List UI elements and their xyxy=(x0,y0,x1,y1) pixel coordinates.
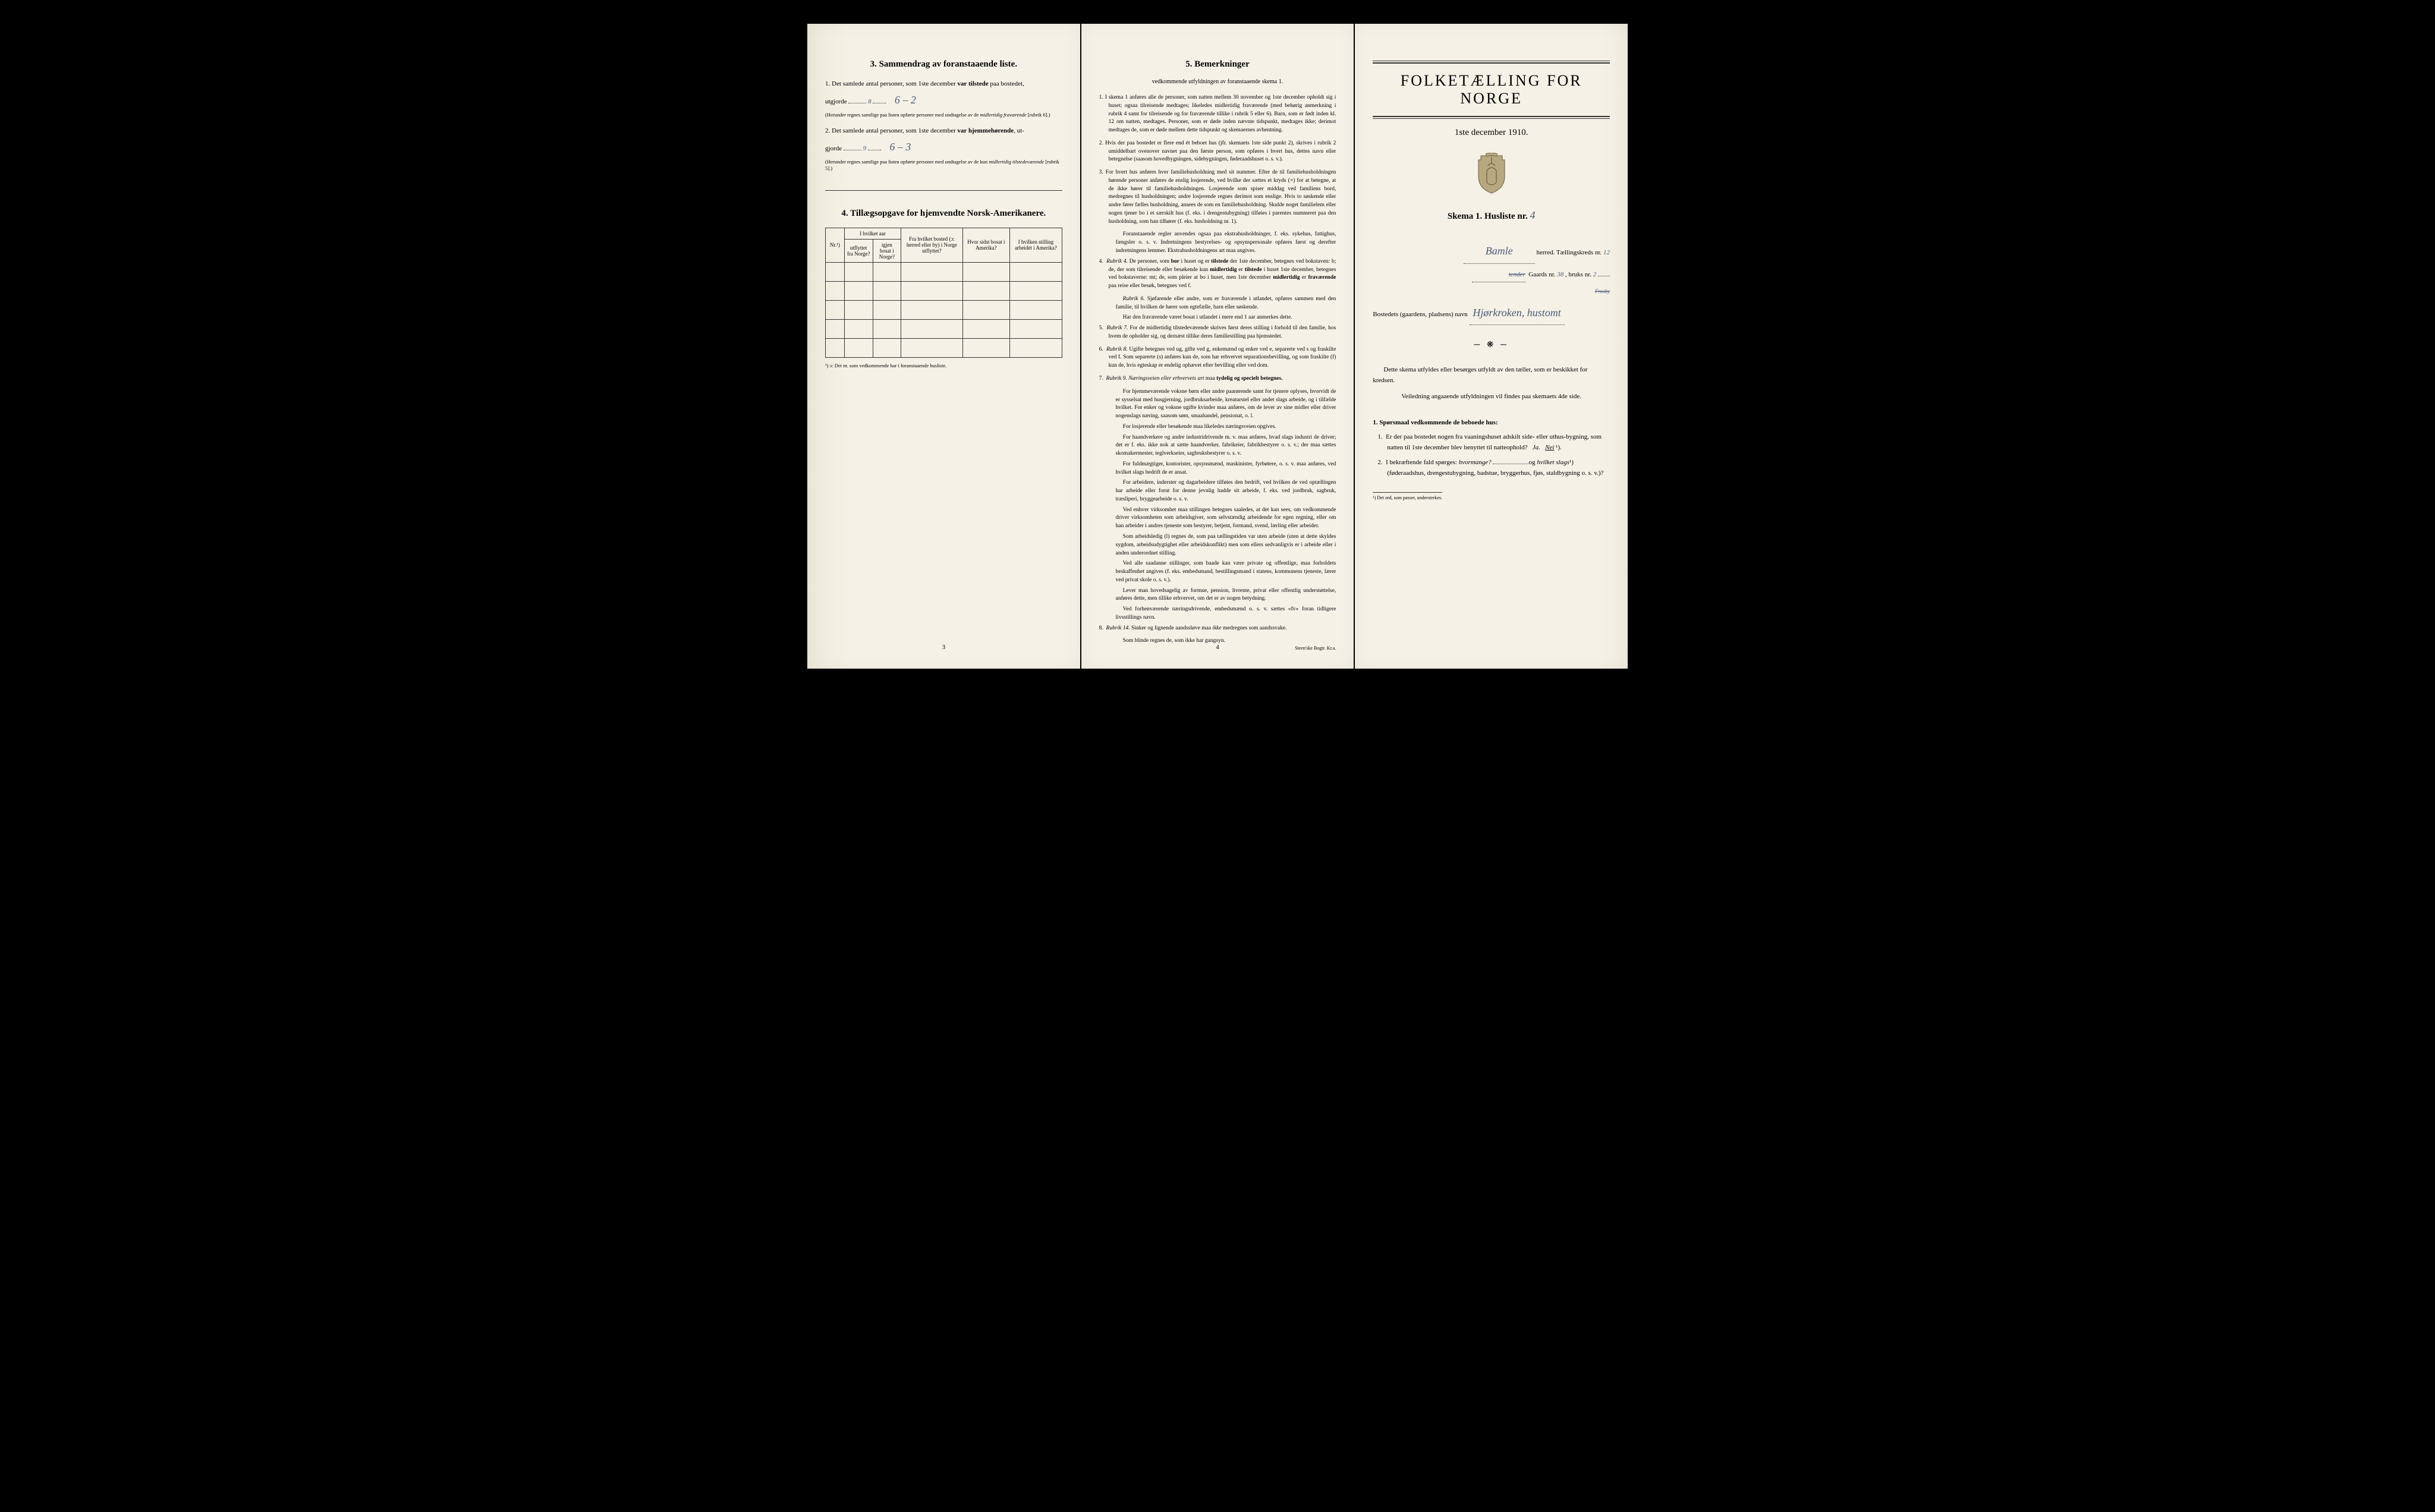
bemerk-4-sub2: Har den fraværende været bosat i utlande… xyxy=(1099,314,1336,322)
th-col4: Hvor sidst bosat i Amerika? xyxy=(962,228,1010,262)
page-cover: FOLKETÆLLING FOR NORGE 1ste december 191… xyxy=(1355,24,1628,669)
bemerk-7-sub-6: Som arbeidsledig (l) regnes de, som paa … xyxy=(1099,533,1336,557)
section-5-subtitle: vedkommende utfyldningen av foranstaaend… xyxy=(1099,78,1336,85)
bemerk-2: 2. Hvis der paa bostedet er flere end ét… xyxy=(1099,140,1336,164)
section-3-title: 3. Sammendrag av foranstaaende liste. xyxy=(825,59,1062,70)
item1-value: 8 xyxy=(868,98,872,105)
th-nr: Nr.¹) xyxy=(826,228,845,262)
gaard-nr: 38 xyxy=(1557,271,1563,278)
item1-note: (Herunder regnes samtlige paa listen opf… xyxy=(825,112,1050,118)
skema-prefix: Skema 1. Husliste nr. xyxy=(1448,212,1530,221)
bemerk-7-sub-4: For arbeidere, inderster og dagarbeidere… xyxy=(1099,479,1336,503)
item1-suffix: paa bostedet, xyxy=(989,80,1024,87)
gaard-label: Gaards nr. xyxy=(1528,271,1557,278)
section-5-title: 5. Bemerkninger xyxy=(1099,59,1336,70)
table-row xyxy=(826,281,1062,300)
coat-of-arms-icon xyxy=(1475,153,1508,194)
herred-label: herred. Tællingskreds nr. xyxy=(1536,249,1603,256)
census-date: 1ste december 1910. xyxy=(1373,128,1610,138)
bemerk-7: 7. Rubrik 9. Næringsveien eller erhverve… xyxy=(1099,375,1336,383)
bemerk-6: 6. Rubrik 8. Ugifte betegnes ved ug, gif… xyxy=(1099,346,1336,370)
page-4: 5. Bemerkninger vedkommende utfyldningen… xyxy=(1081,24,1354,669)
bruk-nr: 2 xyxy=(1593,271,1597,278)
item1-prefix: 1. Det samlede antal personer, som 1ste … xyxy=(825,80,958,87)
strike-line: Frosby xyxy=(1373,286,1610,298)
gaard-line: tender Gaards nr. 38 , bruks nr. 2 xyxy=(1373,267,1610,282)
item1-line2: utgjorde xyxy=(825,98,847,105)
item-1: 1. Det samlede antal personer, som 1ste … xyxy=(825,78,1062,118)
skema-line: Skema 1. Husliste nr. 4 xyxy=(1373,209,1610,222)
th-col5: I hvilken stilling arbeidet i Amerika? xyxy=(1010,228,1062,262)
bemerk-4-sub1: Rubrik 6. Sjøfarende eller andre, som er… xyxy=(1099,295,1336,312)
th-aar: I hvilket aar xyxy=(844,228,901,239)
page-3: 3. Sammendrag av foranstaaende liste. 1.… xyxy=(807,24,1080,669)
bruk-label: , bruks nr. xyxy=(1565,271,1593,278)
bemerk-7-sub-3: For fuldmægtiger, kontorister, opsynsmæn… xyxy=(1099,461,1336,477)
bemerk-3-extra: Foranstaaende regler anvendes ogsaa paa … xyxy=(1099,231,1336,255)
bosted-line: Bostedets (gaardens, pladsens) navn Hjør… xyxy=(1373,301,1610,326)
bemerk-1: 1. I skema 1 anføres alle de personer, s… xyxy=(1099,94,1336,135)
item2-note: (Herunder regnes samtlige paa listen opf… xyxy=(825,159,1059,171)
item2-value: 9 xyxy=(863,145,867,152)
bemerk-7-sub-9: Ved forhenværende næringsdrivende, embed… xyxy=(1099,606,1336,622)
table-row xyxy=(826,319,1062,338)
table-row xyxy=(826,300,1062,319)
item2-hand: 6 – 3 xyxy=(889,141,911,153)
section-4-title: 4. Tillægsopgave for hjemvendte Norsk-Am… xyxy=(825,209,1062,219)
question-2: 2. I bekræftende fald spørges: hvormange… xyxy=(1373,458,1610,478)
herred-line: Bamle herred. Tællingskreds nr. 12 xyxy=(1373,240,1610,264)
item2-line2: gjorde xyxy=(825,145,842,152)
th-col3: Fra hvilket bosted (ɔ: herred eller by) … xyxy=(901,228,962,262)
bemerk-3: 3. For hvert hus anføres hver familiehus… xyxy=(1099,169,1336,226)
bemerk-5: 5. Rubrik 7. For de midlertidig tilstede… xyxy=(1099,325,1336,341)
body-1: Dette skema utfyldes eller besørges utfy… xyxy=(1373,365,1610,386)
main-title: FOLKETÆLLING FOR NORGE xyxy=(1373,62,1610,117)
bemerkninger-list: 1. I skema 1 anføres alle de personer, s… xyxy=(1099,94,1336,645)
question-1: 1. Er der paa bostedet nogen fra vaaning… xyxy=(1373,432,1610,453)
right-footnote: ¹) Det ord, som passer, understrekes. xyxy=(1373,492,1442,500)
herred-value: Bamle xyxy=(1486,245,1513,257)
item1-hand: 6 – 2 xyxy=(895,94,916,106)
bemerk-7-sub-5: Ved enhver virksomhet maa stillingen bet… xyxy=(1099,506,1336,531)
bemerk-7-sub-1: For losjerende eller besøkende maa likel… xyxy=(1099,423,1336,431)
bemerk-4: 4. Rubrik 4. De personer, som bor i huse… xyxy=(1099,258,1336,291)
item2-suffix: , ut- xyxy=(1014,127,1024,134)
bosted-strike: Frosby xyxy=(1595,288,1610,294)
kreds-nr: 12 xyxy=(1603,249,1610,256)
bemerk-7-sub-0: For hjemmeværende voksne børn eller andr… xyxy=(1099,388,1336,421)
document-spread: 3. Sammendrag av foranstaaende liste. 1.… xyxy=(807,24,1628,669)
bemerk-7-sub-7: Ved alle saadanne stillinger, som baade … xyxy=(1099,560,1336,584)
item2-prefix: 2. Det samlede antal personer, som 1ste … xyxy=(825,127,958,134)
item2-bold: var hjemmehørende xyxy=(958,127,1014,134)
footnote-4: ¹) ɔ: Det nr. som vedkommende har i fora… xyxy=(825,363,1062,368)
page-number-3: 3 xyxy=(807,644,1080,651)
husliste-nr: 4 xyxy=(1530,209,1536,221)
bemerk-7-sub-8: Lever man hovedsagelig av formue, pensio… xyxy=(1099,587,1336,604)
bosted-label: Bostedets (gaardens, pladsens) navn xyxy=(1373,311,1469,318)
bosted-value: Hjørkroken, hustomt xyxy=(1473,307,1561,319)
q-heading: 1. Spørsmaal vedkommende de beboede hus: xyxy=(1373,419,1610,426)
item-2: 2. Det samlede antal personer, som 1ste … xyxy=(825,125,1062,172)
bemerk-7-sub-2: For haandverkere og andre industridriven… xyxy=(1099,434,1336,458)
table-row xyxy=(826,262,1062,281)
printer-credit: Steen'ske Bogtr. Kr.a. xyxy=(1295,645,1336,651)
th-col2: igjen bosat i Norge? xyxy=(873,239,901,262)
item1-bold: var tilstede xyxy=(958,80,989,87)
body-2: Veiledning angaaende utfyldningen vil fi… xyxy=(1373,392,1610,402)
bemerk-8: 8. Rubrik 14. Sinker og lignende aandssl… xyxy=(1099,625,1336,633)
table-row xyxy=(826,338,1062,357)
th-col1: utflyttet fra Norge? xyxy=(844,239,873,262)
section-4-table: Nr.¹) I hvilket aar Fra hvilket bosted (… xyxy=(825,228,1062,358)
ornament-icon: ─ ❋ ─ xyxy=(1373,340,1610,350)
